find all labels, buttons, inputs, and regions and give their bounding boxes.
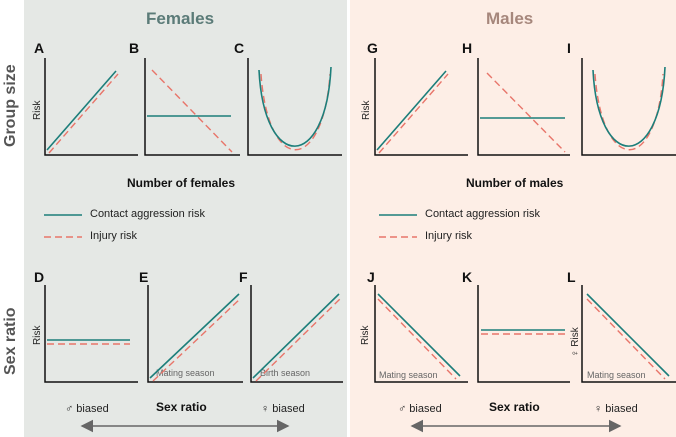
contact-line-g (376, 70, 447, 151)
sex-ratio-title-females: Sex ratio (156, 400, 207, 414)
panel-label-b: B (129, 40, 140, 56)
male-biased-label-males: ♂ biased (398, 403, 442, 415)
panel-label-a: A (34, 40, 45, 56)
injury-line-e (152, 297, 242, 382)
x-axis-title-females: Number of females (127, 176, 236, 190)
injury-curve-c (260, 73, 331, 151)
panel-label-l: L (567, 269, 576, 285)
note-e-mating-season: Mating season (156, 368, 215, 378)
injury-line-f (255, 297, 342, 382)
males-title: Males (486, 9, 534, 28)
axes-b (144, 58, 240, 156)
panel-label-h: H (462, 40, 473, 56)
sex-ratio-title-males: Sex ratio (489, 400, 540, 414)
panel-label-g: G (367, 40, 378, 56)
panel-label-i: I (567, 40, 571, 56)
contact-curve-i (592, 66, 666, 147)
panel-label-e: E (139, 269, 149, 285)
axes-f (250, 285, 343, 383)
axes-d (44, 285, 138, 383)
contact-line-f (252, 293, 340, 379)
injury-line-g (378, 73, 449, 154)
male-biased-label-females: ♂ biased (65, 403, 109, 415)
injury-curve-i (594, 73, 664, 151)
axes-l (581, 285, 676, 383)
contact-line-e (149, 293, 240, 379)
axes-g (374, 58, 468, 156)
axes-e (147, 285, 243, 383)
injury-line-b (151, 69, 233, 153)
female-biased-label-males: ♀ biased (594, 403, 638, 415)
axes-h (477, 58, 570, 156)
legend-contact-female: Contact aggression risk (90, 208, 205, 220)
axes-k (477, 285, 570, 383)
contact-line-l (586, 293, 670, 377)
axes-c (247, 58, 342, 156)
axes-a (44, 58, 138, 156)
males-panel (350, 0, 676, 437)
females-panel (24, 0, 347, 437)
note-l-mating-season: Mating season (587, 370, 646, 380)
injury-line-a (48, 73, 119, 154)
legend-injury-female: Injury risk (90, 230, 138, 242)
legend-injury-male: Injury risk (425, 230, 473, 242)
panel-label-c: C (234, 40, 245, 56)
panel-label-k: K (462, 269, 473, 285)
axes-i (581, 58, 676, 156)
contact-line-a (46, 70, 117, 151)
injury-line-l (586, 298, 666, 380)
injury-line-j (377, 298, 457, 380)
axes-j (374, 285, 468, 383)
contact-line-j (377, 293, 461, 377)
female-biased-label-females: ♀ biased (261, 403, 305, 415)
legend-contact-male: Contact aggression risk (425, 208, 540, 220)
panel-label-d: D (34, 269, 45, 285)
panel-label-f: F (239, 269, 248, 285)
note-j-mating-season: Mating season (379, 370, 438, 380)
injury-line-h (486, 72, 566, 153)
contact-curve-c (258, 66, 332, 147)
x-axis-title-males: Number of males (466, 176, 564, 190)
note-f-birth-season: Birth season (260, 368, 311, 378)
panel-label-j: J (367, 269, 375, 285)
females-title: Females (146, 9, 215, 28)
